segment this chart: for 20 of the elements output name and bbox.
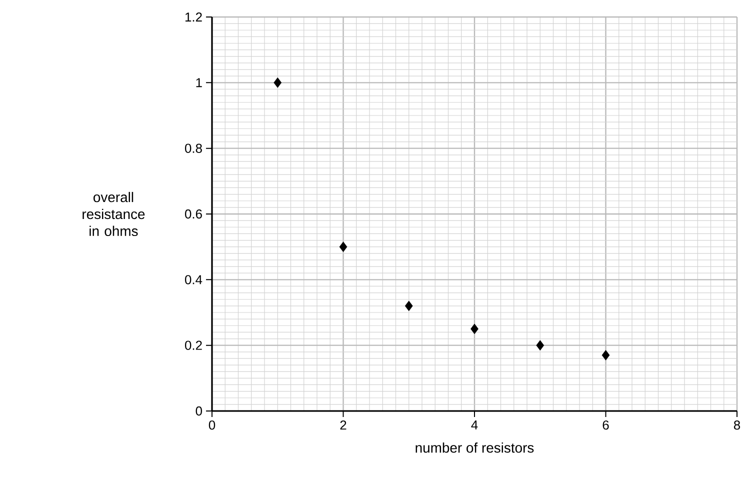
x-axis-title: number of resistors bbox=[416, 442, 534, 453]
point bbox=[602, 350, 610, 360]
y-tick-label: 0.2 bbox=[185, 340, 202, 350]
y-tick-label: 1 bbox=[196, 78, 202, 88]
x-tick-label: 6 bbox=[602, 420, 609, 430]
point bbox=[339, 242, 348, 252]
y-axis-title: overall resistance in ohms bbox=[82, 192, 145, 236]
y-tick-label: 0.8 bbox=[185, 144, 202, 153]
point bbox=[470, 324, 478, 334]
point bbox=[404, 300, 413, 312]
y-tick-label: 0.4 bbox=[185, 275, 202, 284]
x-tick-label: 0 bbox=[208, 420, 216, 430]
point bbox=[536, 340, 544, 351]
x-tick-label: 8 bbox=[734, 420, 740, 430]
x-tick-label: 2 bbox=[340, 420, 346, 430]
y-tick-label: 0 bbox=[196, 406, 202, 416]
y-tick-label: 1.2 bbox=[185, 12, 202, 22]
x-tick-label: 4 bbox=[471, 420, 478, 430]
y-tick-label: 0.6 bbox=[185, 209, 202, 219]
point bbox=[274, 77, 282, 88]
